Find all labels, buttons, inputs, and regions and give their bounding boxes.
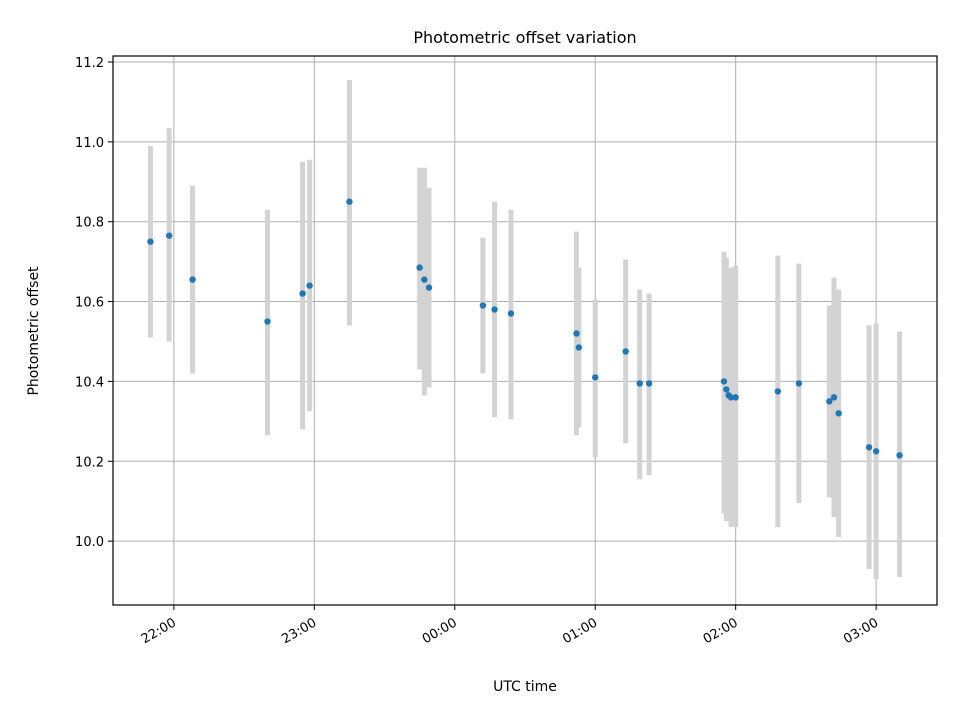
data-point <box>421 276 428 283</box>
data-point <box>720 378 728 385</box>
data-points <box>147 198 903 459</box>
data-point <box>636 380 643 387</box>
y-axis-label: Photometric offset <box>26 266 42 396</box>
data-point <box>491 306 498 313</box>
x-axis-label: UTC time <box>493 679 557 695</box>
y-tick-label: 10.0 <box>75 535 104 550</box>
plot-frame <box>112 55 938 606</box>
data-point <box>575 344 583 351</box>
data-point <box>727 394 735 401</box>
data-point <box>299 290 306 297</box>
data-point <box>479 302 487 309</box>
data-point <box>723 386 730 393</box>
data-point <box>425 284 433 291</box>
data-point <box>306 282 313 289</box>
data-point <box>865 444 873 451</box>
data-point <box>573 330 580 337</box>
data-point <box>189 276 196 283</box>
data-point <box>826 398 833 405</box>
data-point <box>645 380 653 387</box>
data-point <box>896 452 903 459</box>
y-axis-ticks: 10.0 10.2 10.4 10.6 10.8 11.0 11.2 <box>75 56 113 550</box>
data-point <box>264 318 271 325</box>
data-point <box>592 374 599 381</box>
data-point <box>507 310 515 317</box>
y-tick-label: 10.6 <box>75 296 104 311</box>
data-point <box>416 264 423 271</box>
y-tick-label: 10.4 <box>75 375 104 390</box>
data-point <box>732 394 739 401</box>
data-point <box>147 238 154 245</box>
data-point <box>165 232 173 239</box>
data-point <box>835 410 842 417</box>
y-tick-label: 10.8 <box>75 216 104 231</box>
data-point <box>774 388 782 395</box>
data-point <box>830 394 838 401</box>
data-point <box>872 448 880 455</box>
chart-title: Photometric offset variation <box>413 28 636 47</box>
y-tick-label: 11.2 <box>75 56 104 71</box>
y-tick-label: 11.0 <box>75 136 104 151</box>
data-point <box>346 198 353 205</box>
data-point <box>795 380 803 387</box>
y-tick-label: 10.2 <box>75 455 104 470</box>
data-point <box>622 348 629 355</box>
